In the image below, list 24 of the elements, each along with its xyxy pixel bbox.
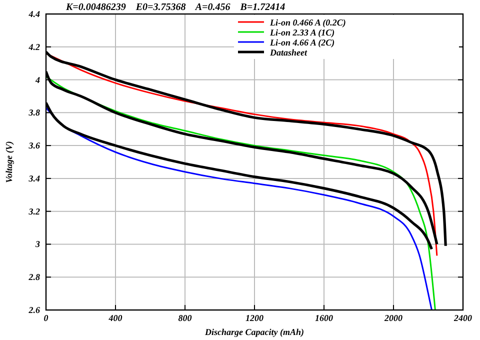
y-tick-label: 4 xyxy=(34,74,40,85)
y-tick-label: 4.2 xyxy=(28,42,40,52)
chart-title: K=0.00486239 E0=3.75368 A=0.456 B=1.72414 xyxy=(65,2,286,13)
x-axis-title: Discharge Capacity (mAh) xyxy=(204,327,304,337)
y-tick-label: 3.6 xyxy=(28,140,40,151)
y-tick-label: 3.4 xyxy=(28,173,40,184)
x-tick-label: 2000 xyxy=(384,313,403,323)
x-tick-label: 0 xyxy=(44,313,49,323)
y-axis-title: Voltage (V) xyxy=(4,141,14,183)
legend-label: Datasheet xyxy=(269,48,308,58)
y-tick-label: 2.6 xyxy=(28,305,40,315)
x-tick-label: 1200 xyxy=(246,313,264,323)
legend-label: Li-on 0.466 A (0.2C) xyxy=(269,18,346,28)
y-tick-label: 2.8 xyxy=(28,272,40,282)
x-tick-label: 1600 xyxy=(315,313,334,323)
x-tick-label: 800 xyxy=(178,313,192,323)
y-tick-label: 3 xyxy=(34,239,40,250)
x-tick-label: 2400 xyxy=(453,313,472,323)
x-tick-label: 400 xyxy=(108,313,123,323)
y-tick-label: 3.2 xyxy=(28,206,40,216)
legend-label: Li-on 2.33 A (1C) xyxy=(269,28,335,38)
y-tick-label: 4.4 xyxy=(28,9,40,19)
legend-label: Li-on 4.66 A (2C) xyxy=(269,38,335,48)
y-tick-label: 3.8 xyxy=(28,108,40,118)
